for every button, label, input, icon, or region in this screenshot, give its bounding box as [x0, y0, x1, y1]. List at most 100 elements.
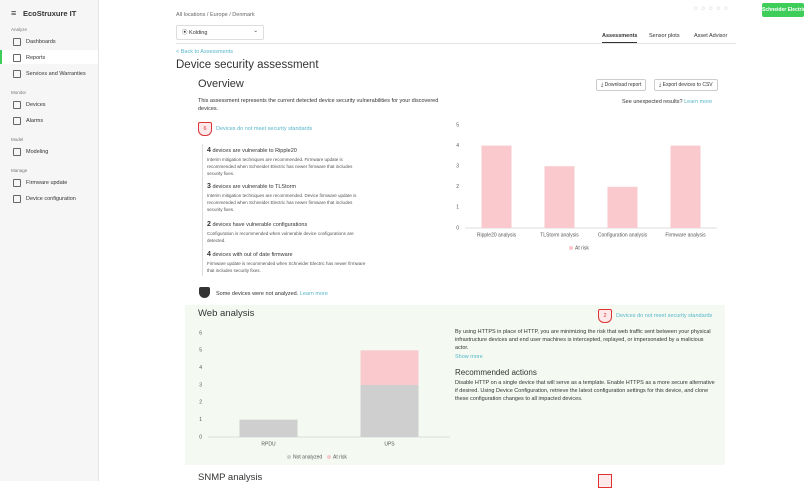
nav-item[interactable]: Services and Warranties — [26, 71, 86, 77]
y-tick-label: 1 — [199, 417, 202, 423]
y-tick-label: 0 — [199, 434, 202, 440]
learn-more[interactable]: Learn more — [684, 99, 713, 105]
crumb[interactable]: Denmark — [232, 12, 255, 18]
location-select[interactable]: ⦿ Kolding ⌄ — [176, 25, 264, 40]
unexpected-text: See unexpected results? — [622, 99, 683, 105]
nav-icon — [13, 54, 21, 62]
y-tick-label: 3 — [199, 382, 202, 388]
badge-text[interactable]: Devices do not meet security standards — [616, 313, 713, 319]
x-tick-label: Configuration analysis — [598, 232, 648, 238]
badge: 2 — [598, 309, 612, 323]
nav-icon — [13, 70, 21, 78]
info-badge — [199, 287, 210, 298]
y-tick-label: 5 — [456, 122, 459, 128]
snmp-title: SNMP analysis — [198, 472, 263, 483]
nav-item[interactable]: Devices — [26, 102, 46, 108]
learn-more[interactable]: Learn more — [299, 291, 328, 297]
item-detail: Interim mitigation techniques are recomm… — [207, 157, 353, 176]
legend-swatch — [569, 246, 573, 250]
bar — [360, 350, 419, 385]
brand-button[interactable]: Schneider Electric — [762, 3, 806, 17]
y-tick-label: 1 — [456, 205, 459, 211]
item-count: 2 — [207, 221, 211, 228]
x-tick-label: Ripple20 analysis — [477, 232, 517, 238]
nav-item[interactable]: Alarms — [26, 118, 44, 124]
nav-item[interactable]: Modeling — [26, 149, 49, 155]
badge — [598, 474, 612, 488]
nav-icon — [13, 148, 21, 156]
item-detail: Interim mitigation techniques are recomm… — [207, 193, 357, 212]
bar — [544, 166, 575, 228]
x-tick-label: TLStorm analysis — [540, 232, 579, 238]
item-detail: Configuration is recommended when vulner… — [207, 231, 354, 243]
bar — [607, 186, 638, 228]
menu-icon[interactable]: ≡ — [11, 8, 17, 18]
badge-text[interactable]: Devices do not meet security standards — [216, 126, 313, 132]
crumb[interactable]: All locations — [176, 12, 206, 18]
section-title: Analyze — [11, 27, 28, 32]
bar — [239, 419, 298, 437]
overview-chart: 0 1 2 3 4 5 Ripple20 analysis TLStorm analysis C… — [456, 122, 717, 251]
crumb[interactable]: Europe — [209, 12, 228, 18]
y-tick-label: 6 — [199, 330, 202, 336]
badge: 6 — [198, 122, 212, 136]
breadcrumb: All locations / Europe / Denmark — [176, 12, 255, 18]
item-text: devices have vulnerable configurations — [212, 222, 308, 228]
tab[interactable]: Asset Advisor — [694, 33, 728, 39]
nav-item[interactable]: Reports — [26, 55, 46, 61]
nav-item[interactable]: Device configuration — [26, 196, 76, 202]
web-description: By using HTTPS in place of HTTP, you are… — [455, 329, 711, 351]
legend-swatch — [287, 455, 291, 459]
overview-description: This assessment represents the current d… — [198, 98, 439, 112]
item-detail: Firmware update is recommended when Schn… — [207, 261, 366, 273]
section-title: Monitor — [11, 90, 27, 95]
legend-label: At risk — [333, 454, 347, 460]
legend-swatch — [327, 455, 331, 459]
button-label: Download report — [604, 82, 642, 88]
location: Kolding — [189, 30, 208, 36]
tab-active[interactable]: Assessments — [602, 33, 638, 43]
top-icons: ◌◌◌◌◌ — [694, 6, 732, 12]
actions-text: Disable HTTP on a single device that wil… — [455, 380, 715, 402]
item-count: 4 — [207, 251, 211, 258]
nav-icon — [13, 179, 21, 187]
y-tick-label: 0 — [456, 225, 459, 231]
bar — [481, 145, 512, 228]
unexpected: See unexpected results? Learn more — [622, 99, 712, 105]
item-heading: 2 devices have vulnerable configurations — [207, 221, 307, 228]
nav-icon — [13, 101, 21, 109]
item-count: 3 — [207, 183, 211, 190]
item-heading: 4 devices are vulnerable to Ripple20 — [207, 147, 297, 154]
active-item — [0, 50, 98, 64]
tab-divider — [176, 43, 736, 44]
download-button[interactable]: ⤓ Download report — [596, 79, 647, 91]
y-tick-label: 2 — [199, 400, 202, 406]
nav-icon — [13, 38, 21, 46]
item-heading: 4 devices with out of date firmware — [207, 251, 293, 258]
list-rule — [202, 144, 203, 276]
section-title: Model — [11, 137, 24, 142]
logo: EcoStruxure IT — [23, 9, 77, 18]
actions-title: Recommended actions — [455, 368, 537, 377]
item-text: devices with out of date firmware — [212, 252, 293, 258]
x-tick-label: RPDU — [261, 441, 276, 447]
export-button[interactable]: ⤓ Export devices to CSV — [654, 79, 718, 91]
y-tick-label: 2 — [456, 184, 459, 190]
nav-item[interactable]: Firmware update — [26, 180, 68, 186]
bar — [670, 145, 701, 228]
back-link[interactable]: < Back to Assessments — [176, 49, 234, 55]
overview-title: Overview — [198, 78, 244, 90]
y-tick-label: 5 — [199, 348, 202, 354]
section-title: Manage — [11, 168, 28, 173]
legend-label: Not analyzed — [293, 454, 322, 460]
bar — [360, 385, 419, 437]
x-tick-label: UPS — [384, 441, 395, 447]
sidebar — [0, 0, 99, 481]
item-text: devices are vulnerable to Ripple20 — [212, 148, 297, 154]
not-analyzed: Some devices were not analyzed. Learn mo… — [216, 291, 328, 297]
nav-item[interactable]: Dashboards — [26, 39, 56, 45]
page-title: Device security assessment — [176, 59, 319, 71]
show-more[interactable]: Show more — [455, 354, 483, 360]
tab[interactable]: Sensor plots — [649, 33, 680, 39]
y-tick-label: 4 — [456, 143, 459, 149]
